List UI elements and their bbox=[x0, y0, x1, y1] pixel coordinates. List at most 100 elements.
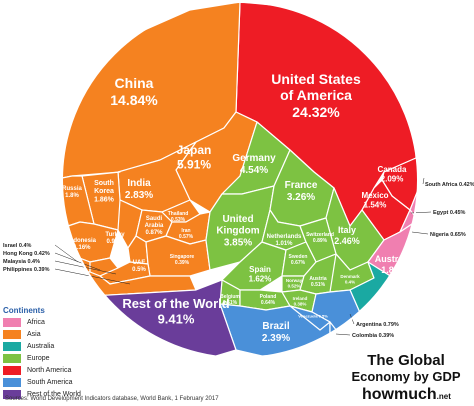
cell-venezuela bbox=[289, 305, 331, 331]
label-name: Austria bbox=[309, 276, 326, 282]
label-argentina: Argentina 0.79% bbox=[356, 322, 399, 328]
label-name: Australia bbox=[375, 254, 415, 264]
label-united-states-of-america: United States of America 24.32% bbox=[271, 71, 361, 120]
label-name: Argentina bbox=[356, 322, 383, 328]
legend-label: Europe bbox=[27, 355, 50, 362]
label-name: Russia bbox=[62, 186, 82, 192]
label-name: Saudi bbox=[146, 216, 163, 222]
label-norway: Norway 0.52% bbox=[286, 278, 303, 288]
legend-rows: Africa Asia Australia Europe North America So… bbox=[3, 317, 123, 400]
label-value: 0.42% bbox=[459, 182, 474, 188]
label-name: Netherlands bbox=[267, 234, 302, 240]
legend-item: Australia bbox=[3, 341, 123, 352]
leader-israel bbox=[54, 244, 79, 263]
label-switzerland: Switzerland 0.89% bbox=[306, 232, 334, 244]
legend-item: Rest of the World bbox=[3, 389, 123, 400]
label-hong-kong: Hong Kong 0.42% bbox=[3, 251, 50, 257]
label-name: Germany bbox=[232, 153, 276, 164]
label-name: United bbox=[222, 214, 253, 225]
label-japan: Japan 5.91% bbox=[177, 143, 212, 171]
label-germany: Germany 4.54% bbox=[232, 153, 276, 176]
label-value: 0.45% bbox=[450, 210, 466, 216]
label-value: 0.89% bbox=[313, 238, 328, 244]
legend-label: Australia bbox=[27, 343, 55, 350]
legend-swatch bbox=[3, 354, 21, 363]
label-ireland: Ireland 0.38% bbox=[293, 296, 308, 306]
label-name: Korea bbox=[94, 188, 114, 195]
label-name: South Africa bbox=[425, 182, 459, 188]
label-philippines: Philippines 0.39% bbox=[3, 267, 50, 273]
label-colombia: Colombia 0.39% bbox=[352, 333, 394, 339]
label-value: 5.91% bbox=[177, 157, 211, 171]
label-sweden: Sweden 0.67% bbox=[289, 254, 308, 266]
label-value: 14.84% bbox=[110, 92, 158, 108]
label-name: United States bbox=[271, 71, 361, 87]
title-line-2: Economy by GDP bbox=[351, 369, 461, 384]
legend-label: Asia bbox=[27, 331, 41, 338]
legend-item: Asia bbox=[3, 329, 123, 340]
label-poland: Poland 0.64% bbox=[260, 294, 277, 306]
label-value: 0.64% bbox=[261, 300, 276, 306]
label-name: Norway bbox=[286, 278, 303, 283]
legend-item: North America bbox=[3, 365, 123, 376]
legend-label: South America bbox=[27, 379, 73, 386]
label-value: 0.39% bbox=[34, 267, 50, 273]
label-name: Turkey bbox=[105, 232, 125, 238]
label-turkey: Turkey 0.97% bbox=[105, 232, 125, 245]
label-name: South bbox=[94, 180, 114, 187]
label-value: 0.42% bbox=[34, 251, 50, 257]
label-canada: Canada 2.09% bbox=[378, 165, 407, 184]
label-value: 0.57% bbox=[179, 234, 194, 240]
label-name: Brazil bbox=[262, 321, 289, 332]
label-spain: Spain 1.62% bbox=[249, 265, 272, 284]
label-mexico: Mexico 1.54% bbox=[361, 191, 388, 210]
legend-label: North America bbox=[27, 367, 72, 374]
label-value: 0.53% bbox=[171, 217, 186, 223]
label-value: 24.32% bbox=[292, 104, 340, 120]
label-value: 0.4% bbox=[345, 279, 355, 284]
label-malaysia: Malaysia 0.4% bbox=[3, 259, 40, 265]
label-name: Spain bbox=[249, 265, 271, 274]
label-value: 1.16% bbox=[73, 245, 91, 251]
label-name: Belgium bbox=[220, 294, 240, 300]
leader-philippines bbox=[54, 268, 131, 285]
label-name: Egypt bbox=[433, 210, 450, 216]
label-rest-of-the-world: Rest of the World 9.41% bbox=[122, 296, 229, 327]
label-brazil: Brazil 2.39% bbox=[262, 321, 290, 344]
label-south-africa: South Africa 0.42% bbox=[425, 182, 474, 188]
label-value: 0.39% bbox=[379, 333, 395, 339]
label-name: Colombia bbox=[352, 333, 379, 339]
label-value: 1.86% bbox=[94, 196, 115, 203]
chart-cells bbox=[62, 2, 418, 358]
label-value: 0.5% bbox=[132, 267, 146, 273]
label-name: Israel bbox=[3, 243, 19, 249]
label-value: 1.01% bbox=[275, 241, 293, 247]
label-belgium: Belgium 0.61% bbox=[220, 294, 240, 306]
label-value: 0.65% bbox=[450, 232, 466, 238]
label-uae: UAE 0.5% bbox=[132, 260, 146, 273]
label-name: Malaysia bbox=[3, 259, 27, 265]
label-name: Indonesia bbox=[68, 238, 97, 244]
label-austria: Austria 0.51% bbox=[309, 276, 326, 288]
brand-logo: howmuch.net bbox=[362, 386, 451, 404]
label-name: Iran bbox=[181, 228, 190, 234]
label-value: 0.38% bbox=[294, 301, 307, 306]
source-note: Sources: World Development Indicators da… bbox=[5, 396, 219, 402]
leader-colombia bbox=[335, 333, 351, 336]
label-egypt: Egypt 0.45% bbox=[433, 210, 466, 216]
label-name: of America bbox=[280, 87, 352, 103]
label-name: Kingdom bbox=[216, 226, 259, 237]
label-united-kingdom: United Kingdom 3.85% bbox=[216, 214, 259, 249]
legend-swatch bbox=[3, 318, 21, 327]
label-iran: Iran 0.57% bbox=[179, 228, 194, 240]
label-name: Arabia bbox=[145, 223, 164, 229]
label-value: 0.5% bbox=[319, 314, 329, 319]
label-name: Hong Kong bbox=[3, 251, 34, 257]
label-australia: Australia 1.81% bbox=[375, 254, 415, 275]
label-denmark: Denmark 0.4% bbox=[340, 274, 360, 284]
title-line-1: The Global bbox=[367, 352, 445, 369]
label-saudi-arabia: Saudi Arabia 0.87% bbox=[145, 216, 164, 236]
label-value: 0.51% bbox=[311, 282, 326, 288]
label-value: 3.85% bbox=[224, 238, 252, 249]
